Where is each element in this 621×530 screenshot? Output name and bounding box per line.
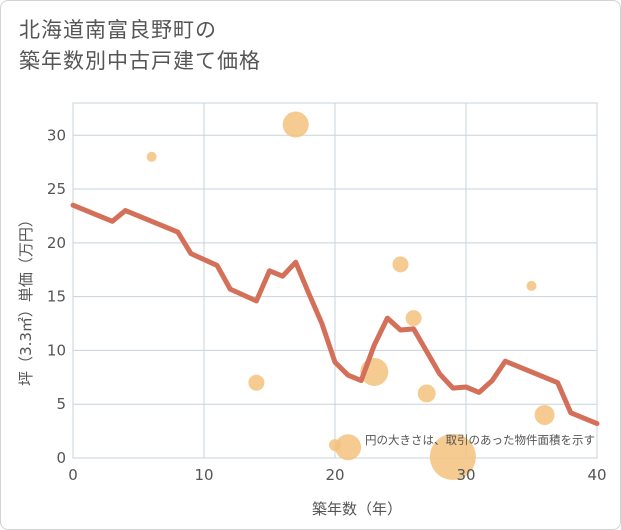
bubble-size-note: 円の大きさは、取引のあった物件面積を示す <box>365 433 595 447</box>
x-tick-label: 40 <box>587 466 606 484</box>
bubble-point <box>526 280 537 291</box>
y-tick-label: 0 <box>56 449 66 467</box>
bubble-point <box>282 111 309 138</box>
bubble-point <box>534 404 555 425</box>
y-tick-label: 20 <box>47 234 66 252</box>
y-tick-label: 10 <box>47 341 66 359</box>
chart-title-line2: 築年数別中古戸建て価格 <box>19 49 261 73</box>
y-tick-label: 15 <box>47 288 66 306</box>
x-tick-label: 0 <box>68 466 78 484</box>
bubble-layer <box>146 111 555 480</box>
bubble-point <box>429 433 476 480</box>
bubble-point <box>248 374 265 391</box>
grid-lines <box>72 102 598 459</box>
bubble-point <box>335 434 362 461</box>
y-axis-label: 坪（3.3㎡）単価（万円） <box>17 212 35 386</box>
bubble-point <box>417 384 436 403</box>
bubble-point <box>392 256 409 273</box>
axis-ticks: 0 10 20 30 40 0 5 10 15 20 25 30 <box>47 126 607 484</box>
x-tick-label: 20 <box>325 466 344 484</box>
bubble-point <box>405 310 422 327</box>
x-tick-label: 10 <box>194 466 213 484</box>
chart-title: 北海道南富良野町の 築年数別中古戸建て価格 <box>19 15 261 77</box>
y-tick-label: 25 <box>47 180 66 198</box>
chart-title-line1: 北海道南富良野町の <box>19 18 217 42</box>
y-tick-label: 5 <box>56 395 66 413</box>
y-tick-label: 30 <box>47 126 66 144</box>
average-price-line <box>70 202 600 427</box>
x-axis-label: 築年数（年） <box>312 500 402 518</box>
bubble-point <box>146 151 157 162</box>
x-tick-label: 30 <box>456 466 475 484</box>
